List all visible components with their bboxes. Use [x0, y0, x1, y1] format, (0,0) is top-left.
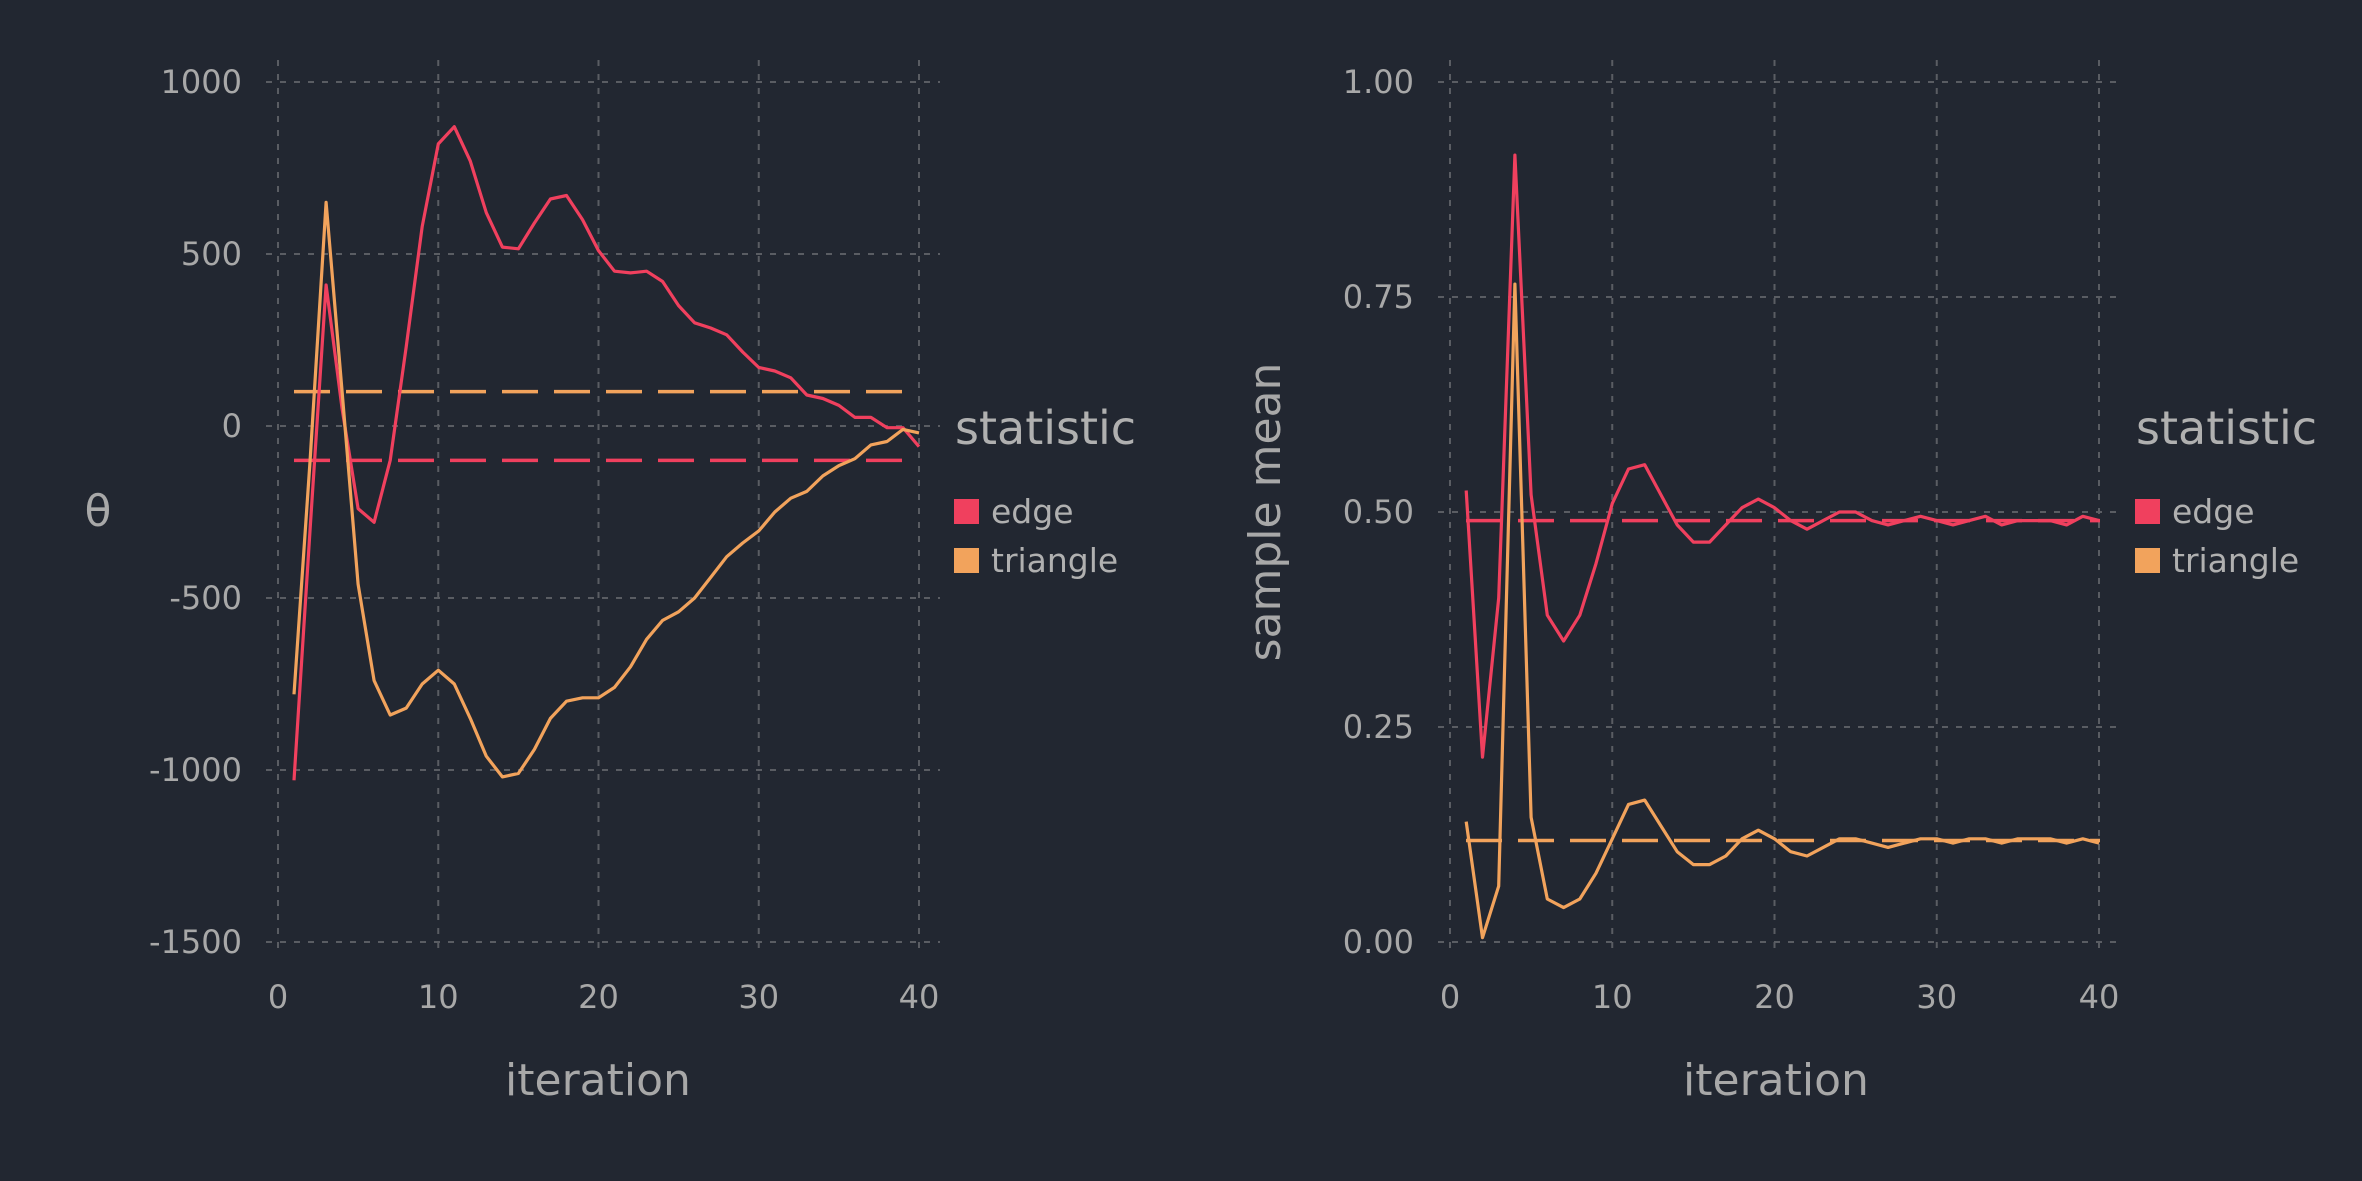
panel-left-legend: statistic edge triangle [954, 401, 1136, 580]
left-x-tick-10: 10 [418, 978, 459, 1016]
right-y-tick-0.25: 0.25 [1343, 708, 1414, 746]
right-y-tick-0.50: 0.50 [1343, 493, 1414, 531]
right-x-tick-30: 30 [1916, 978, 1957, 1016]
panel-right-legend-swatch-edge [2135, 499, 2160, 524]
left-y-tick-1000: 1000 [161, 63, 242, 101]
panel-left-reference-lines [294, 389, 918, 463]
right-x-tick-10: 10 [1592, 978, 1633, 1016]
panel-right-legend-label-triangle: triangle [2172, 541, 2299, 580]
right-y-tick-0.00: 0.00 [1343, 923, 1414, 961]
panel-right-legend: statistic edge triangle [2135, 401, 2317, 580]
left-y-tick--500: -500 [169, 579, 242, 617]
left-x-tick-40: 40 [899, 978, 940, 1016]
right-y-tick-1.00: 1.00 [1343, 63, 1414, 101]
panel-left-legend-swatch-triangle [954, 548, 979, 573]
panel-left: 0 10 20 30 40 1000 500 0 -500 -1000 -1500 iteratio… [85, 60, 1136, 1106]
left-y-tick--1500: -1500 [149, 923, 242, 961]
panel-right-legend-title: statistic [2136, 401, 2317, 455]
left-y-tick-0: 0 [222, 407, 242, 445]
right-y-tick-0.75: 0.75 [1343, 278, 1414, 316]
panel-left-x-axis-label: iteration [505, 1055, 691, 1106]
panel-right-series [1464, 153, 2100, 940]
panel-left-legend-label-edge: edge [991, 492, 1074, 531]
left-x-tick-30: 30 [738, 978, 779, 1016]
left-y-tick-500: 500 [181, 235, 242, 273]
panel-left-y-axis-label: θ [85, 486, 112, 537]
panel-right-legend-label-edge: edge [2172, 492, 2255, 531]
panel-left-series [292, 125, 921, 781]
left-x-tick-20: 20 [578, 978, 619, 1016]
right-x-tick-40: 40 [2079, 978, 2120, 1016]
left-x-tick-0: 0 [268, 978, 288, 1016]
panel-left-grid [266, 60, 940, 955]
panel-left-ticks: 0 10 20 30 40 1000 500 0 -500 -1000 -1500 [149, 63, 939, 1016]
panel-left-legend-label-triangle: triangle [991, 541, 1118, 580]
left-series-line-edge [292, 125, 921, 781]
panel-right: 0 10 20 30 401.000.750.500.250.00 iteration … [1240, 60, 2317, 1106]
right-x-tick-20: 20 [1754, 978, 1795, 1016]
panel-right-x-axis-label: iteration [1683, 1055, 1869, 1106]
panel-right-y-axis-label: sample mean [1240, 363, 1291, 662]
left-y-tick--1000: -1000 [149, 751, 242, 789]
right-series-line-triangle [1464, 282, 2100, 940]
right-x-tick-0: 0 [1440, 978, 1460, 1016]
panel-left-legend-title: statistic [955, 401, 1136, 455]
panel-right-ticks: 0 10 20 30 40 1.00 0.75 0.50 0.25 0.00 [1343, 63, 2120, 1016]
panel-right-legend-swatch-triangle [2135, 548, 2160, 573]
left-series-line-triangle [292, 200, 920, 779]
right-series-line-edge [1464, 153, 2100, 759]
panel-right-grid [1438, 60, 2118, 955]
panel-left-legend-swatch-edge [954, 499, 979, 524]
